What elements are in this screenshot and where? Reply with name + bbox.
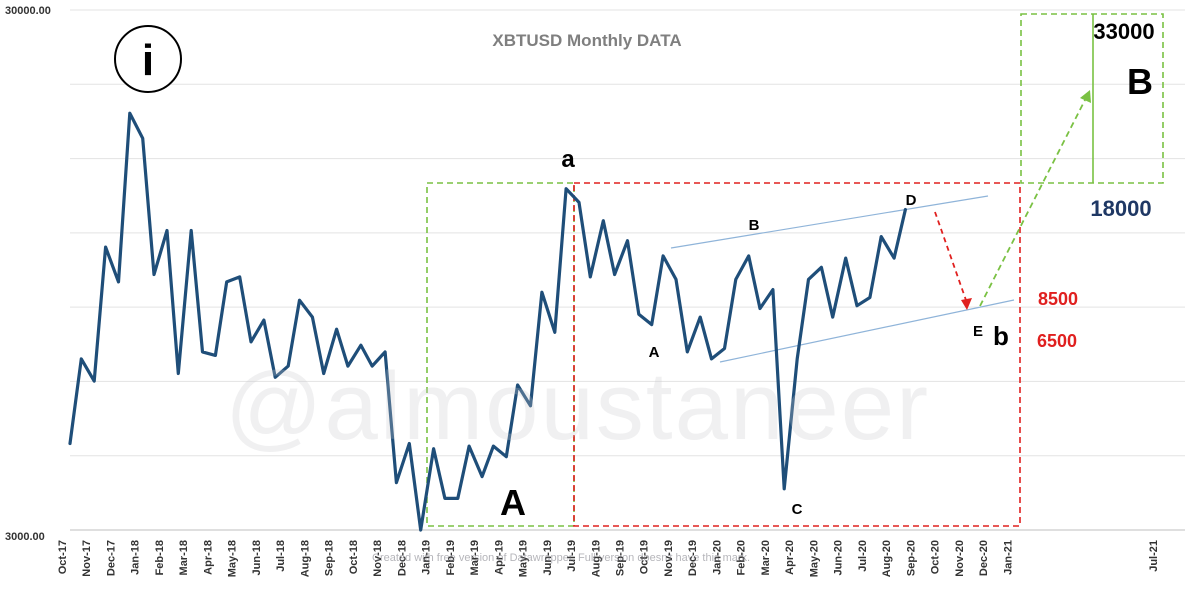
y-tick-bottom: 3000.00 [5,531,45,543]
footer-note: Created with free version of Datawrapper… [372,552,751,564]
x-tick-label: Jun-19 [542,540,554,575]
support-6500-label: 6500 [1037,331,1077,351]
x-tick-label: Dec-18 [396,540,408,576]
green-arrow-up [979,97,1087,307]
x-tick-label: May-19 [518,540,530,577]
wave-a-label: a [561,146,575,173]
x-tick-label: Apr-20 [784,540,796,575]
abcde-d-label: D [906,192,917,209]
x-tick-label: Jul-20 [857,540,869,572]
channel-lower-line [719,299,1015,363]
price-line [68,111,908,532]
x-tick-labels: Oct-17 Nov-17 Dec-17 Jan-18 Feb-18 Mar-18 Apr-… [57,540,1160,577]
x-tick-label: Jan-20 [712,540,724,575]
red-arrow-head [961,298,972,310]
x-tick-label: Aug-20 [881,540,893,577]
x-tick-label: Jun-18 [251,540,263,575]
x-tick-label: Nov-20 [954,540,966,577]
x-tick-label: Nov-19 [663,540,675,577]
red-box-range [573,182,1021,527]
wave-b-label: b [993,321,1009,351]
x-tick-label: Dec-17 [106,540,118,576]
x-tick-label: Sep-19 [615,540,627,576]
x-tick-label: Jan-18 [130,540,142,575]
x-tick-label: Jul-19 [566,540,578,572]
x-tick-label: Nov-17 [81,540,93,577]
abcde-c-label: C [792,501,803,518]
x-tick-label: Feb-20 [736,540,748,575]
x-tick-label: Jan-21 [1002,540,1014,575]
red-arrow-down [934,211,968,304]
wave-big-b-label: B [1127,61,1153,102]
circle-i-marker [114,25,182,93]
x-tick-label: Mar-18 [178,540,190,575]
green-box-a [426,182,575,527]
x-tick-label: May-20 [808,540,820,577]
x-tick-label: Apr-18 [202,540,214,575]
annotation-boxes [426,13,1164,527]
x-tick-label: May-18 [227,540,239,577]
x-tick-label: Aug-18 [299,540,311,577]
x-tick-label: Feb-18 [154,540,166,575]
grid-lines [70,9,1185,531]
y-tick-top: 30000.00 [5,5,51,17]
x-tick-label: Dec-19 [687,540,699,576]
target-33000-label: 33000 [1093,19,1154,44]
abcde-a-label: A [649,344,660,361]
circle-i-label: i [142,36,154,85]
chart-title: XBTUSD Monthly DATA [492,31,681,50]
x-tick-label: Oct-18 [348,540,360,574]
channel-upper-line [670,195,989,249]
x-tick-label: Jul-21 [1148,540,1160,572]
x-tick-label: Oct-20 [930,540,942,574]
green-arrow-head [1080,90,1091,103]
x-tick-label: Feb-19 [445,540,457,575]
x-tick-label: Mar-20 [760,540,772,575]
x-tick-label: Sep-18 [324,540,336,576]
x-tick-label: Oct-17 [57,540,69,574]
x-tick-label: Sep-20 [905,540,917,576]
target-18000-label: 18000 [1090,196,1151,221]
x-tick-label: Jan-19 [421,540,433,575]
x-tick-label: Aug-19 [590,540,602,577]
x-tick-label: Dec-20 [978,540,990,576]
support-8500-label: 8500 [1038,289,1078,309]
x-tick-label: Jun-20 [833,540,845,575]
x-tick-label: Apr-19 [493,540,505,575]
watermark-text: @almoustaneer [225,353,931,460]
x-tick-label: Jul-18 [275,540,287,572]
x-tick-label: Oct-19 [639,540,651,574]
wave-big-a-label: A [500,482,526,523]
x-tick-label: Nov-18 [372,540,384,577]
x-tick-label: Mar-19 [469,540,481,575]
green-box-target [1020,13,1164,184]
abcde-e-label: E [973,323,983,340]
abcde-b-label: B [749,217,760,234]
